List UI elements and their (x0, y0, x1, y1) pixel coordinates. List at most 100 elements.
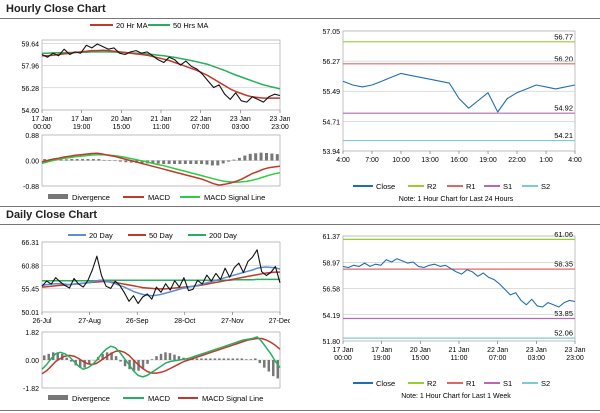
series-line-macd-signal-line (41, 337, 281, 375)
legend-label-signal: MACD Signal Line (204, 193, 265, 202)
x-tick-label: 21 Jan (150, 116, 171, 123)
divergence-bar (59, 159, 63, 161)
legend-label-50-day: 50 Day (149, 231, 173, 240)
y-tick-label: 66.31 (21, 240, 39, 247)
y-tick-label: 53.94 (322, 149, 340, 156)
x-tick-label: 27-Dec (269, 318, 290, 325)
divergence-bar (204, 358, 208, 360)
hourly-section-title: Hourly Close Chart (6, 3, 106, 15)
daily-price-chart: 20 Day 50 Day 200 Day 66.31 60.88 55.45 50.… (21, 231, 290, 325)
divergence-bar (108, 160, 112, 161)
divergence-bar (272, 360, 275, 377)
daily-section-title: Daily Close Chart (6, 209, 98, 221)
y-tick-label: 60.88 (21, 263, 39, 270)
y-tick-label: 54.71 (322, 119, 340, 126)
divergence-bar (92, 360, 95, 361)
x-tick-label: 11:00 (153, 124, 170, 131)
divergence-bar (173, 160, 177, 164)
level-label-r2: 61.06 (554, 230, 573, 239)
divergence-bar (195, 358, 199, 360)
x-tick-label: 28-Oct (174, 318, 195, 325)
daily-week-chart: 61.06 58.35 53.85 52.06 61.37 58.97 56.58 54.19… (322, 230, 585, 400)
divergence-bar (275, 154, 279, 161)
hourly-title-divider (0, 18, 600, 19)
legend-label-divergence: Divergence (72, 193, 110, 202)
divergence-bar (222, 358, 226, 360)
divergence-bar (140, 160, 144, 164)
x-tick-label: 27-Nov (221, 318, 244, 325)
x-tick-label: 07:00 (192, 124, 210, 131)
legend-label-divergence: Divergence (72, 394, 110, 403)
divergence-bar (101, 353, 104, 360)
divergence-bar (276, 360, 279, 379)
divergence-bar (113, 160, 117, 162)
divergence-bar (75, 159, 79, 161)
y-tick-label: 1.82 (25, 330, 39, 337)
series-line-close (41, 43, 281, 103)
y-tick-label: 0.00 (25, 159, 39, 166)
y-tick-label: 54.60 (21, 108, 39, 115)
y-tick-label: 56.58 (322, 287, 340, 294)
divergence-bar (205, 160, 209, 165)
divergence-bar (97, 159, 101, 161)
divergence-bar (218, 358, 221, 360)
divergence-bar (123, 360, 127, 367)
divergence-bar (243, 155, 247, 161)
x-tick-label: 26-Sep (126, 318, 149, 325)
divergence-bar (118, 160, 122, 162)
y-tick-label: -1.82 (23, 386, 39, 393)
divergence-bar (270, 153, 274, 161)
x-tick-label: 20 Jan (111, 116, 132, 123)
divergence-bar (150, 359, 154, 360)
x-tick-label: 23 Jan (564, 347, 585, 354)
x-tick-label: 4:00 (568, 157, 582, 164)
divergence-bar (237, 157, 241, 161)
divergence-bar (110, 352, 113, 360)
x-tick-label: 07:00 (489, 355, 507, 362)
daily-macd-chart: Divergence MACD MACD Signal Line 1.82 0.0… (23, 330, 281, 403)
divergence-bar (102, 159, 106, 161)
y-tick-label: 50.01 (21, 310, 39, 317)
divergence-bar (221, 160, 225, 164)
divergence-bar (258, 360, 262, 364)
divergence-bar (141, 360, 145, 369)
x-tick-label: 22 Jan (190, 116, 211, 123)
divergence-bar (69, 360, 73, 362)
x-tick-label: 10:00 (392, 157, 410, 164)
plot-area (41, 39, 281, 111)
divergence-bar (213, 358, 217, 360)
x-tick-label: 17 Jan (71, 116, 92, 123)
legend-label-s1: S1 (503, 379, 512, 388)
level-label-s2: 52.06 (554, 329, 573, 338)
divergence-bar (151, 160, 155, 164)
level-label-r1: 56.20 (554, 54, 573, 63)
x-tick-label: 19:00 (373, 355, 391, 362)
divergence-bar (56, 352, 59, 360)
plot-area (41, 241, 281, 313)
divergence-bar (200, 358, 203, 360)
divergence-bar (209, 358, 212, 360)
x-tick-label: 23:00 (271, 124, 289, 131)
divergence-bar (162, 160, 166, 164)
legend-label-r1: R1 (466, 379, 476, 388)
series-line-close (342, 72, 576, 113)
divergence-bar (178, 160, 182, 164)
divergence-bar (267, 360, 271, 372)
divergence-bar (83, 360, 86, 368)
divergence-bar (254, 153, 258, 161)
x-tick-label: 19:00 (479, 157, 497, 164)
legend-label-r2: R2 (427, 379, 437, 388)
divergence-bar (70, 159, 74, 161)
legend-label-s2: S2 (541, 182, 550, 191)
x-tick-label: 1:00 (539, 157, 553, 164)
x-tick-label: 4:00 (336, 157, 350, 164)
divergence-bar (78, 360, 82, 368)
divergence-bar (65, 357, 68, 360)
x-tick-label: 15:00 (113, 124, 131, 131)
x-tick-label: 23:00 (566, 355, 584, 362)
level-label-r2: 56.77 (554, 32, 573, 41)
divergence-bar (263, 360, 266, 368)
legend-label-close: Close (376, 182, 395, 191)
y-tick-label: 56.28 (21, 86, 39, 93)
divergence-bar (156, 160, 160, 164)
